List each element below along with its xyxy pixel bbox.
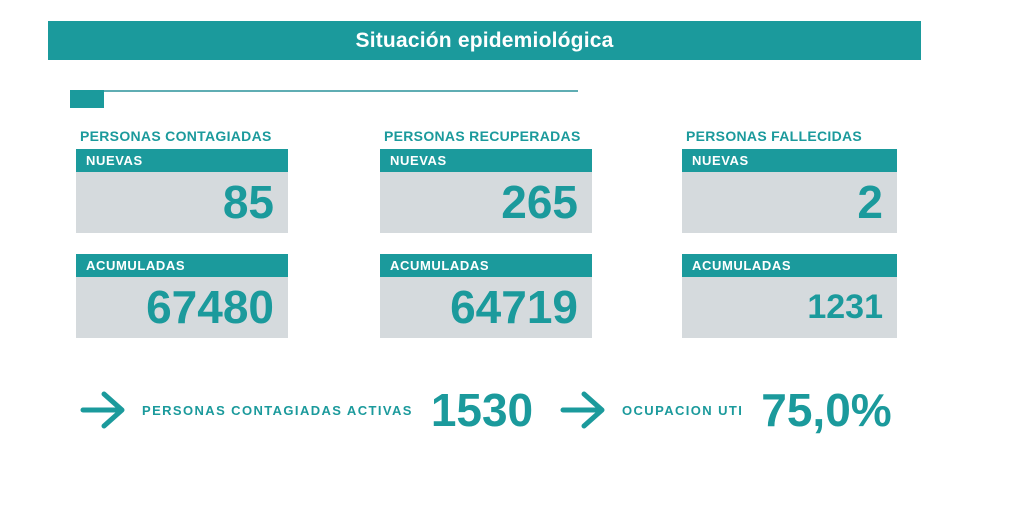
column-title: PERSONAS RECUPERADAS [384,128,581,144]
stat-card-value: 2 [682,172,897,233]
divider-line [104,90,578,92]
page-title: Situación epidemiológica [355,28,614,52]
stat-card-header: ACUMULADAS [682,254,897,277]
stat-card-value: 85 [76,172,288,233]
column-title: PERSONAS FALLECIDAS [686,128,863,144]
kpi-value: 75,0% [761,384,892,436]
stat-card-header: ACUMULADAS [76,254,288,277]
arrow-right-icon [560,391,605,429]
kpi-value: 1530 [430,384,534,436]
accent-chip [70,90,104,108]
stat-card-value: 64719 [380,277,592,338]
stat-column-contagiadas: PERSONAS CONTAGIADAS NUEVAS 85 ACUMULADA… [76,128,288,338]
stat-card-nuevas: NUEVAS 265 [380,149,592,233]
stat-card-header: ACUMULADAS [380,254,592,277]
stat-column-fallecidas: PERSONAS FALLECIDAS NUEVAS 2 ACUMULADAS … [682,128,897,338]
stat-card-acumuladas: ACUMULADAS 1231 [682,254,897,338]
kpi-ocupacion-uti: OCUPACION UTI 75,0% [560,383,892,437]
stat-card-value: 67480 [76,277,288,338]
stat-card-nuevas: NUEVAS 2 [682,149,897,233]
title-banner: Situación epidemiológica [48,21,921,60]
column-title: PERSONAS CONTAGIADAS [80,128,272,144]
stat-card-acumuladas: ACUMULADAS 64719 [380,254,592,338]
kpi-label: PERSONAS CONTAGIADAS ACTIVAS [142,402,413,418]
stat-card-header: NUEVAS [682,149,897,172]
stat-card-header: NUEVAS [380,149,592,172]
kpi-contagiadas-activas: PERSONAS CONTAGIADAS ACTIVAS 1530 [80,383,533,437]
stat-card-nuevas: NUEVAS 85 [76,149,288,233]
kpi-label: OCUPACION UTI [622,402,744,418]
stat-card-header: NUEVAS [76,149,288,172]
arrow-right-icon [80,391,125,429]
stat-card-value: 1231 [682,277,897,338]
stat-card-acumuladas: ACUMULADAS 67480 [76,254,288,338]
stat-column-recuperadas: PERSONAS RECUPERADAS NUEVAS 265 ACUMULAD… [380,128,592,338]
stat-card-value: 265 [380,172,592,233]
